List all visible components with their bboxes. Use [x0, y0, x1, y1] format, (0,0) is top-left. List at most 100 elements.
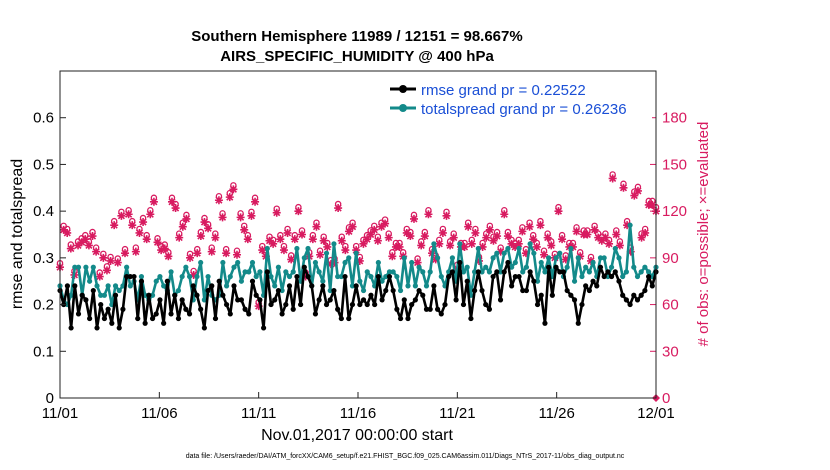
obs-evaluated-marker [370, 225, 379, 234]
rmse-point [272, 297, 278, 303]
rmse-point [98, 301, 104, 308]
obs-evaluated-marker [124, 210, 133, 219]
totalspread-point [386, 269, 393, 275]
obs-evaluated-marker [59, 225, 68, 234]
obs-evaluated-marker [337, 236, 346, 245]
totalspread-point [575, 255, 581, 261]
y-tick-label: 0.6 [33, 110, 54, 127]
y2-tick-label: 180 [662, 110, 687, 127]
totalspread-point [612, 245, 618, 252]
totalspread-point [483, 264, 489, 270]
rmse-point [257, 297, 263, 303]
rmse-point [227, 311, 233, 317]
obs-evaluated-marker [554, 207, 563, 216]
obs-evaluated-marker [265, 236, 274, 245]
x-tick-label: 11/06 [141, 405, 177, 422]
rmse-point [279, 311, 285, 317]
totalspread-point [634, 273, 641, 280]
rmse-point [253, 292, 259, 298]
rmse-point [298, 301, 304, 308]
x-tick-label: 11/21 [439, 405, 475, 422]
totalspread-point [338, 273, 344, 280]
obs-evaluated-marker [348, 222, 357, 231]
totalspread-point [149, 292, 156, 298]
obs-evaluated-marker [381, 219, 390, 228]
obs-evaluated-marker [532, 242, 541, 251]
totalspread-point [509, 264, 515, 270]
totalspread-point [642, 264, 648, 270]
obs-evaluated-marker [229, 185, 238, 194]
obs-evaluated-marker [608, 174, 617, 183]
rmse-point [357, 301, 363, 308]
rmse-point [490, 273, 496, 280]
rmse-point [79, 292, 85, 298]
legend-rmse-marker [399, 85, 407, 93]
obs-evaluated-marker [171, 204, 180, 213]
totalspread-point [401, 255, 407, 261]
totalspread-point [183, 264, 189, 270]
rmse-point [346, 315, 352, 322]
rmse-point [105, 306, 111, 312]
rmse-point [190, 283, 196, 289]
totalspread-point [553, 255, 559, 261]
totalspread-point [527, 241, 533, 247]
rmse-point [72, 283, 78, 289]
chart-subtitle: AIRS_SPECIFIC_HUMIDITY @ 400 hPa [220, 48, 494, 65]
rmse-point [634, 297, 641, 303]
rmse-point [494, 269, 500, 275]
rmse-point [372, 301, 378, 308]
totalspread-point [546, 255, 552, 261]
rmse-point [620, 292, 626, 298]
rmse-point [68, 325, 74, 331]
obs-evaluated-marker [110, 221, 119, 230]
rmse-point [327, 297, 333, 303]
totalspread-point [335, 273, 341, 280]
rmse-point [601, 273, 607, 280]
y2-tick-label: 60 [662, 297, 679, 314]
totalspread-point [397, 287, 404, 294]
rmse-point [320, 283, 326, 289]
rmse-point [420, 292, 426, 298]
obs-evaluated-marker [214, 196, 223, 205]
obs-evaluated-marker [200, 218, 209, 227]
totalspread-point [101, 292, 108, 298]
totalspread-point [286, 273, 293, 280]
totalspread-point [494, 250, 500, 256]
obs-evaluated-marker [153, 238, 162, 247]
totalspread-point [475, 245, 481, 252]
obs-evaluated-marker [139, 218, 148, 227]
rmse-point [331, 287, 337, 294]
rmse-point [286, 283, 293, 289]
obs-evaluated-marker [485, 225, 494, 234]
obs-evaluated-marker [471, 228, 480, 237]
rmse-point [242, 306, 248, 312]
rmse-point [201, 325, 207, 331]
rmse-point [183, 306, 189, 312]
obs-evaluated-marker [594, 233, 603, 242]
obs-evaluated-marker [478, 242, 487, 251]
totalspread-point [357, 278, 363, 284]
obs-evaluated-marker [334, 204, 343, 213]
obs-evaluated-marker [424, 210, 433, 219]
obs-evaluated-marker [449, 233, 458, 242]
totalspread-point [590, 259, 596, 266]
totalspread-point [353, 250, 359, 256]
rmse-point [505, 259, 511, 266]
chart-title: Southern Hemisphere 11989 / 12151 = 98.6… [191, 28, 522, 45]
rmse-point [605, 269, 611, 275]
rmse-point [412, 297, 418, 303]
totalspread-point [153, 278, 159, 284]
rmse-point [575, 320, 581, 326]
totalspread-point [479, 269, 485, 275]
obs-evaluated-marker [182, 214, 191, 223]
rmse-point [538, 292, 544, 298]
rmse-point [390, 287, 396, 294]
x-tick-label: 11/16 [340, 405, 376, 422]
totalspread-point [105, 283, 111, 289]
totalspread-point [534, 278, 541, 284]
rmse-point [542, 320, 548, 326]
obs-evaluated-marker [326, 260, 335, 269]
obs-evaluated-marker [323, 242, 332, 251]
totalspread-point [464, 264, 470, 270]
